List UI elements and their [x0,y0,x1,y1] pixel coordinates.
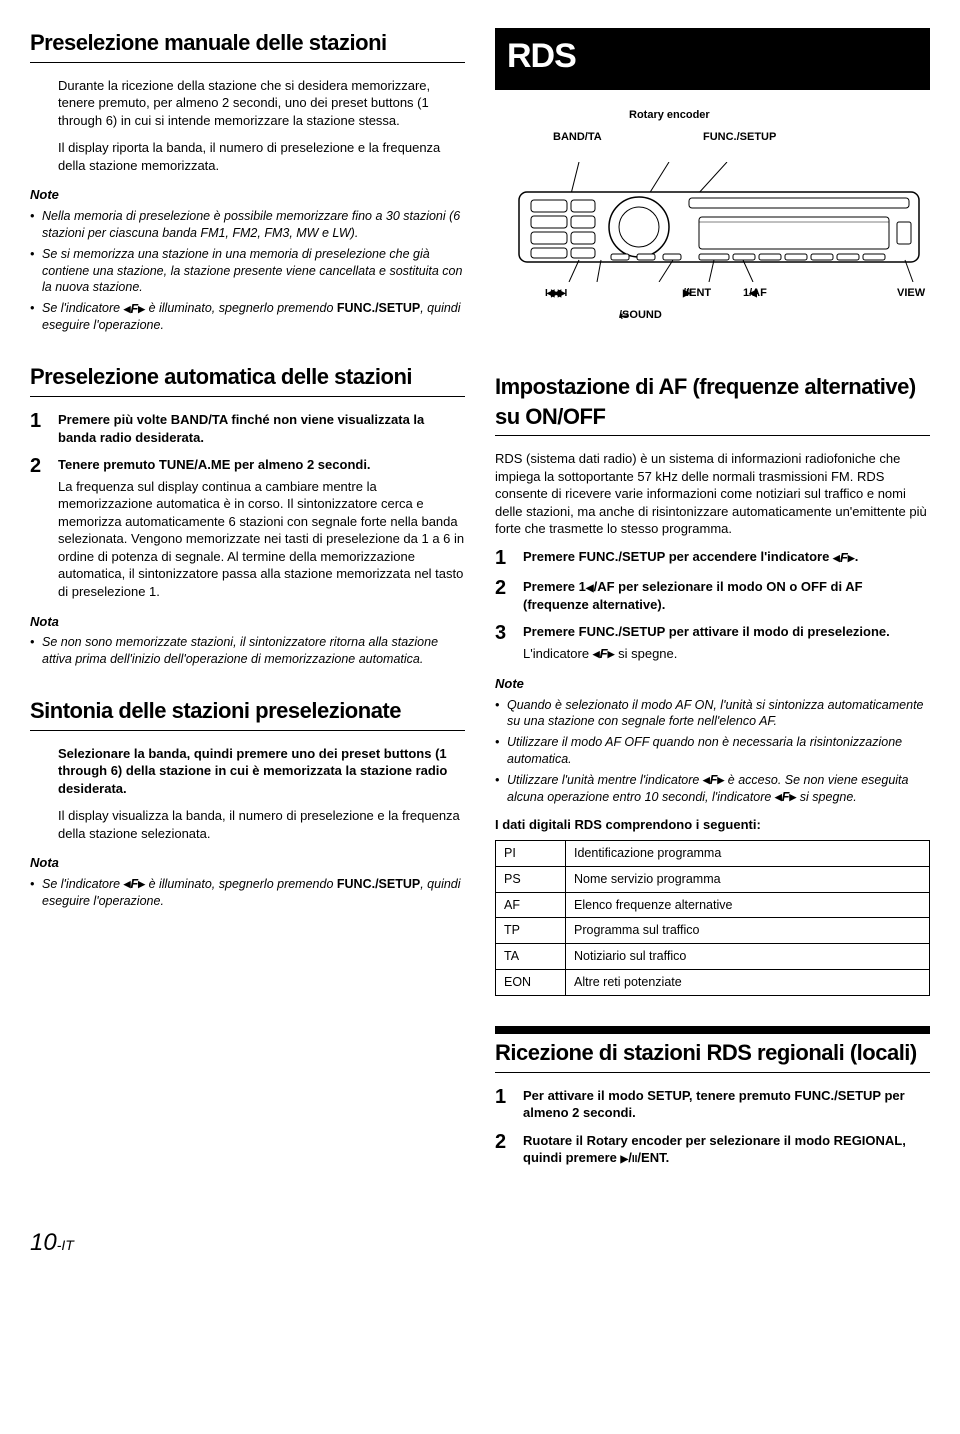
label-view: VIEW [897,286,925,301]
note-item: Quando è selezionato il modo AF ON, l'un… [495,697,930,731]
note-head: Nota [30,613,465,631]
auto-step2-body: La frequenza sul display continua a camb… [58,478,465,601]
tune-p1: Selezionare la banda, quindi premere uno… [58,745,465,798]
rds-table: PIIdentificazione programma PSNome servi… [495,840,930,996]
regional-step2: Ruotare il Rotary encoder per selezionar… [523,1133,906,1166]
note-item: Se non sono memorizzate stazioni, il sin… [30,634,465,668]
note-item: Utilizzare l'unità mentre l'indicatore F… [495,772,930,806]
auto-step1: Premere più volte BAND/TA finché non vie… [58,412,424,445]
label-prevnext [545,286,551,301]
regional-step1: Per attivare il modo SETUP, tenere premu… [523,1088,905,1121]
table-row: AFElenco frequenze alternative [496,892,930,918]
label-1af: 1/AF [743,286,767,301]
af-intro: RDS (sistema dati radio) è un sistema di… [495,450,930,538]
heading-auto-preset: Preselezione automatica delle stazioni [30,362,465,397]
manual-p1: Durante la ricezione della stazione che … [58,77,465,130]
heading-tune-preset: Sintonia delle stazioni preselezionate [30,696,465,731]
table-row: EONAltre reti potenziate [496,970,930,996]
step-number: 2 [495,1132,513,1167]
manual-notes: Nella memoria di preselezione è possibil… [30,208,465,334]
heading-af: Impostazione di AF (frequenze alternativ… [495,372,930,436]
heading-regional: Ricezione di stazioni RDS regionali (loc… [495,1026,930,1073]
note-head: Nota [30,854,465,872]
tune-notes: Se l'indicatore F è illuminato, spegnerl… [30,876,465,910]
rds-table-head: I dati digitali RDS comprendono i seguen… [495,816,930,834]
label-rotary: Rotary encoder [629,108,710,123]
af-step3-body: L'indicatore F si spegne. [523,645,930,663]
manual-p2: Il display riporta la banda, il numero d… [58,139,465,174]
note-item: Nella memoria di preselezione è possibil… [30,208,465,242]
af-step2: Premere 1/AF per selezionare il modo ON … [523,579,863,612]
auto-step2-lead: Tenere premuto TUNE/A.ME per almeno 2 se… [58,457,371,472]
af-notes: Quando è selezionato il modo AF ON, l'un… [495,697,930,807]
page-number: 10-IT [30,1227,930,1259]
step-number: 3 [495,623,513,663]
table-row: TPProgramma sul traffico [496,918,930,944]
step-number: 2 [30,456,48,600]
step-number: 1 [30,411,48,446]
step-number: 2 [495,578,513,613]
step-number: 1 [495,1087,513,1122]
step-number: 1 [495,548,513,568]
table-row: PSNome servizio programma [496,866,930,892]
radio-diagram: Rotary encoder BAND/TA FUNC./SETUP [509,108,929,342]
table-row: PIIdentificazione programma [496,840,930,866]
label-funcsetup: FUNC./SETUP [703,130,776,145]
af-step1: Premere FUNC./SETUP per accendere l'indi… [523,549,858,564]
note-item: Se si memorizza una stazione in una memo… [30,246,465,297]
note-head: Note [30,186,465,204]
note-item: Se l'indicatore F è illuminato, spegnerl… [30,300,465,334]
label-playent: //ENT [683,286,711,301]
label-bandta: BAND/TA [553,130,602,145]
auto-notes: Se non sono memorizzate stazioni, il sin… [30,634,465,668]
heading-rds: RDS [495,28,930,90]
note-item: Se l'indicatore F è illuminato, spegnerl… [30,876,465,910]
tune-p2: Il display visualizza la banda, il numer… [58,807,465,842]
af-step3-lead: Premere FUNC./SETUP per attivare il modo… [523,624,890,639]
note-item: Utilizzare il modo AF OFF quando non è n… [495,734,930,768]
table-row: TANotiziario sul traffico [496,944,930,970]
heading-manual-preset: Preselezione manuale delle stazioni [30,28,465,63]
note-head: Note [495,675,930,693]
radio-svg [509,162,929,282]
